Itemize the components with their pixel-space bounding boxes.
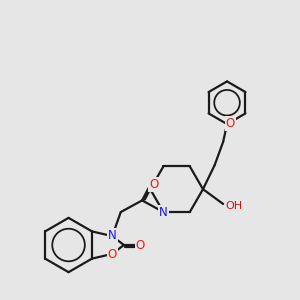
Text: O: O <box>226 117 235 130</box>
Text: O: O <box>149 178 158 190</box>
Text: O: O <box>136 238 145 251</box>
Text: OH: OH <box>225 201 243 211</box>
Text: O: O <box>108 248 117 261</box>
Text: N: N <box>108 229 117 242</box>
Text: N: N <box>159 206 168 218</box>
